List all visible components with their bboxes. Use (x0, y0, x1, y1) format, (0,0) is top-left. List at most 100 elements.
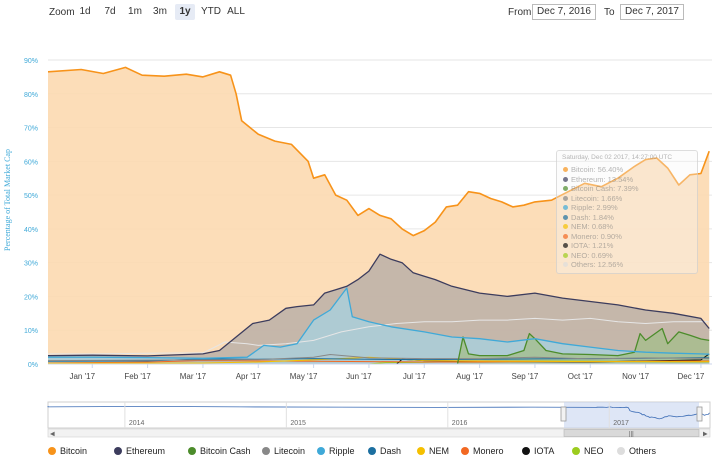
tooltip-row-ripple: Ripple: 2.99% (563, 203, 618, 212)
range-selector: Zoom 1d 7d 1m 3m 1y YTD ALL From Dec 7, … (0, 0, 720, 26)
navigator-tick-label: 2015 (290, 420, 306, 427)
tooltip-header: Saturday, Dec 02 2017, 14:27:00 UTC (562, 154, 673, 161)
legend-item-monero[interactable]: Monero (461, 446, 504, 456)
hover-tooltip: Saturday, Dec 02 2017, 14:27:00 UTC Bitc… (556, 150, 698, 274)
legend-item-ethereum[interactable]: Ethereum (114, 446, 165, 456)
tooltip-dot-icon (563, 243, 568, 248)
zoom-ytd-button[interactable]: YTD (201, 6, 221, 17)
y-tick-label: 10% (24, 328, 38, 335)
legend-dot-icon (461, 447, 469, 455)
navigator-ticks: 2014 2015 2016 2017 (124, 402, 629, 428)
legend-dot-icon (417, 447, 425, 455)
tooltip-row-monero: Monero: 0.90% (563, 232, 622, 241)
x-tick-label: Jun '17 (346, 372, 372, 381)
market-cap-chart: 0% 10% 20% 30% 40% 50% 60% 70% 80% 90% Jan '17 Feb… (3, 58, 712, 438)
legend-dot-icon (368, 447, 376, 455)
navigator-tick-label: 2017 (613, 420, 629, 427)
y-axis-title: Percentage of Total Market Cap (3, 149, 12, 251)
navigator-tick-label: 2016 (452, 420, 468, 427)
tooltip-dot-icon (563, 195, 568, 201)
series-area-ethereum (48, 254, 710, 364)
series-line-ripple (48, 287, 710, 359)
tooltip-row-bitcoin-cash: Bitcoin Cash: 7.39% (563, 184, 639, 193)
zoom-1d-button[interactable]: 1d (79, 6, 91, 17)
series-area-bitcoin (48, 67, 710, 365)
x-tick-label: Jan '17 (69, 372, 95, 381)
navigator[interactable]: 2014 2015 2016 2017 ||| ◀ ▶ (47, 401, 711, 438)
navigator-right-handle[interactable] (696, 406, 703, 422)
tooltip-row-others: Others: 12.56% (563, 260, 623, 269)
legend-dot-icon (572, 447, 580, 455)
scroll-right-arrow-icon[interactable]: ▶ (703, 432, 708, 438)
series-line-others (48, 317, 710, 355)
x-tick-label: Aug '17 (456, 372, 483, 381)
series-lines (47, 66, 710, 365)
x-tick-label: Oct '17 (568, 372, 594, 381)
x-tick-label: Jul '17 (403, 372, 426, 381)
zoom-all-button[interactable]: ALL (227, 6, 245, 17)
from-label: From (508, 7, 532, 18)
legend-item-dash[interactable]: Dash (368, 446, 401, 456)
tooltip-dot-icon (563, 224, 568, 229)
scrollbar-grip-icon: ||| (629, 432, 634, 438)
zoom-1m-button[interactable]: 1m (128, 6, 142, 17)
navigator-left-handle[interactable] (560, 406, 567, 422)
scrollbar-thumb[interactable] (563, 429, 700, 437)
series-area-bitcoin-cash (457, 328, 710, 364)
legend-item-others[interactable]: Others (617, 446, 656, 456)
y-tick-label: 90% (24, 58, 38, 65)
scrollbar-track[interactable] (47, 428, 711, 438)
legend-item-ripple[interactable]: Ripple (317, 446, 355, 456)
zoom-7d-button[interactable]: 7d (104, 6, 116, 17)
navigator-series-line (47, 405, 710, 420)
legend-item-iota[interactable]: IOTA (522, 446, 554, 456)
tooltip-dot-icon (563, 252, 568, 258)
x-tick-label: Mar '17 (180, 372, 207, 381)
series-line-bitcoin-cash (456, 327, 710, 365)
series-line-nem (47, 356, 710, 364)
x-tick-label: Feb '17 (124, 372, 151, 381)
series-line-ethereum (47, 253, 710, 357)
navigator-tick-label: 2014 (129, 420, 145, 427)
from-date-input[interactable]: Dec 7, 2016 (532, 4, 596, 20)
legend-item-bitcoin-cash[interactable]: Bitcoin Cash (188, 446, 251, 456)
scroll-left-arrow-icon[interactable]: ◀ (50, 432, 55, 438)
legend-dot-icon (522, 447, 530, 455)
tooltip-row-bitcoin: Bitcoin: 56.40% (563, 165, 623, 174)
zoom-label: Zoom (49, 7, 75, 18)
y-tick-label: 60% (24, 159, 38, 166)
y-tick-label: 50% (24, 193, 38, 200)
tooltip-dot-icon (563, 176, 568, 182)
legend-item-bitcoin[interactable]: Bitcoin (48, 446, 87, 456)
x-tick-label: Apr '17 (236, 372, 262, 381)
legend-item-neo[interactable]: NEO (572, 446, 604, 456)
x-tick-label: Sep '17 (511, 372, 538, 381)
x-tick-label: Nov '17 (622, 372, 649, 381)
zoom-3m-button[interactable]: 3m (153, 6, 167, 17)
legend-dot-icon (48, 447, 56, 455)
y-tick-label: 40% (24, 227, 38, 234)
tooltip-dot-icon (563, 186, 568, 191)
y-tick-label: 70% (24, 126, 38, 133)
tooltip-row-nem: NEM: 0.68% (563, 222, 613, 231)
series-line-bitcoin (47, 66, 710, 237)
to-date-input[interactable]: Dec 7, 2017 (620, 4, 684, 20)
legend-dot-icon (188, 447, 196, 455)
legend-item-litecoin[interactable]: Litecoin (262, 446, 305, 456)
legend-dot-icon (114, 447, 122, 455)
tooltip-dot-icon (563, 233, 568, 239)
navigator-window[interactable] (564, 402, 699, 428)
tooltip-dot-icon (563, 214, 568, 220)
tooltip-dot-icon (563, 167, 568, 172)
zoom-1y-button[interactable]: 1y (175, 4, 195, 20)
x-tick-label: May '17 (290, 372, 318, 381)
to-label: To (604, 7, 615, 18)
tooltip-dot-icon (563, 205, 568, 210)
y-tick-label: 20% (24, 294, 38, 301)
tooltip-row-ethereum: Ethereum: 13.54% (563, 175, 633, 184)
legend-item-nem[interactable]: NEM (417, 446, 449, 456)
y-axis: 0% 10% 20% 30% 40% 50% 60% 70% 80% 90% (24, 58, 38, 369)
y-tick-label: 30% (24, 261, 38, 268)
tooltip-row-neo: NEO: 0.69% (563, 251, 613, 260)
y-tick-label: 0% (28, 362, 38, 369)
